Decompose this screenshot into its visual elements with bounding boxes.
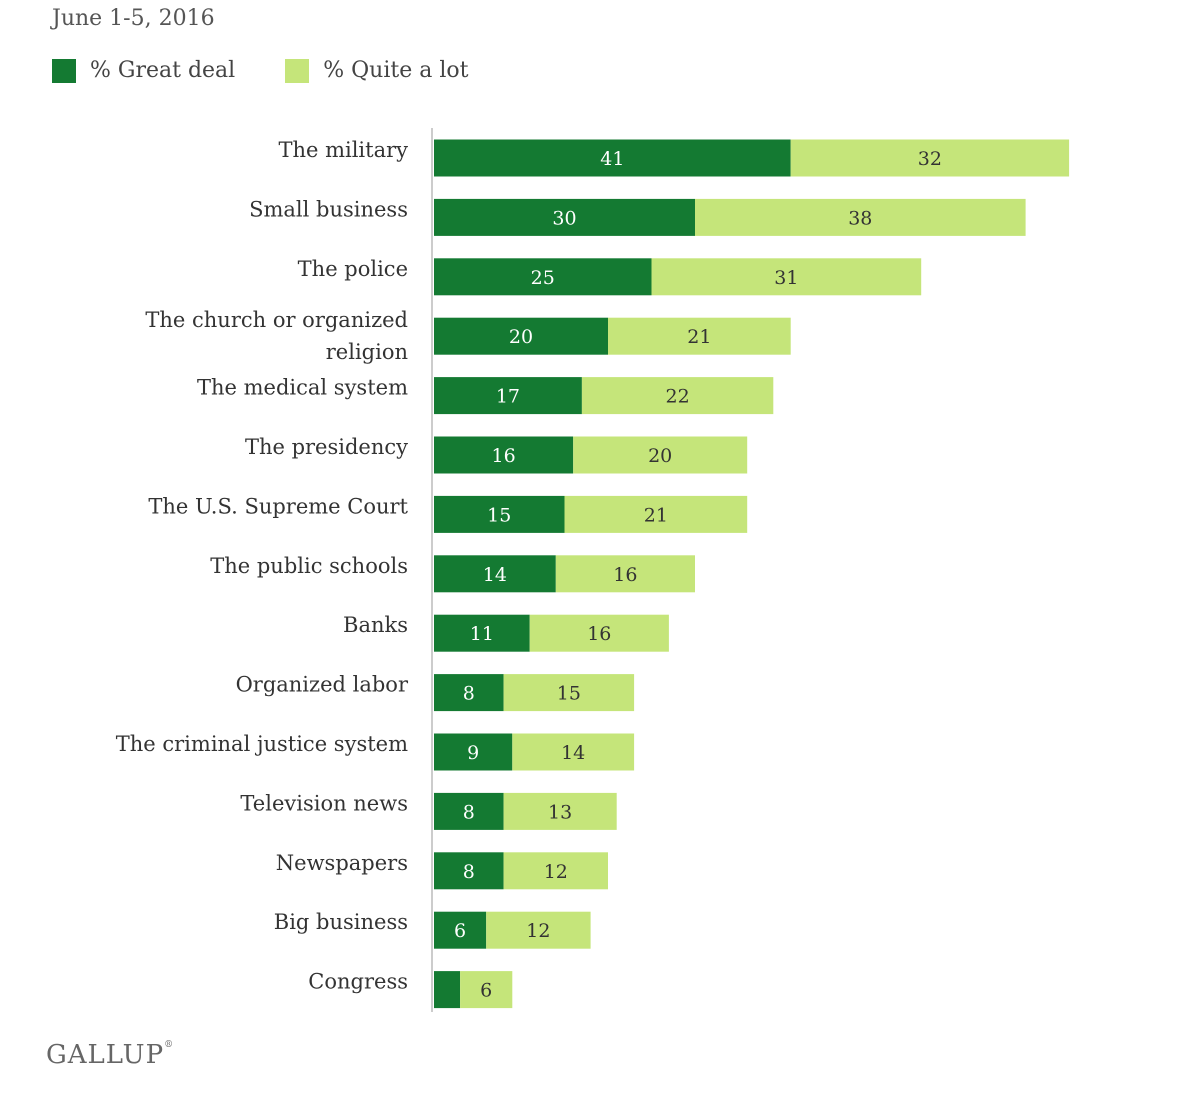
category-label: Banks (343, 613, 408, 637)
bar-great-deal (434, 614, 530, 652)
bar-quite-a-lot (503, 674, 635, 712)
category-label: Small business (249, 197, 408, 221)
value-label-quite-a-lot: 16 (613, 564, 637, 586)
category-label: Big business (274, 910, 408, 934)
value-label-quite-a-lot: 13 (548, 801, 572, 823)
category-label: The military (278, 138, 408, 162)
value-label-quite-a-lot: 14 (561, 742, 585, 764)
category-label: Television news (240, 791, 408, 815)
bar-great-deal (434, 258, 652, 296)
legend-label-great-deal: % Great deal (90, 58, 236, 83)
bar-quite-a-lot (790, 139, 1070, 177)
bar-quite-a-lot (460, 971, 513, 1009)
bar-quite-a-lot (529, 614, 669, 652)
category-label: The criminal justice system (116, 732, 408, 756)
category-label: The police (298, 257, 408, 281)
category-label: Congress (308, 970, 408, 994)
legend: % Great deal % Quite a lot (52, 58, 518, 83)
category-label: The public schools (210, 554, 408, 578)
bar-great-deal (434, 317, 608, 355)
category-label: Organized labor (236, 673, 409, 697)
value-label-quite-a-lot: 22 (666, 386, 690, 408)
value-label-great-deal: 17 (496, 386, 520, 408)
value-label-great-deal: 8 (463, 861, 475, 883)
value-label-quite-a-lot: 15 (557, 683, 581, 705)
category-label: The U.S. Supreme Court (148, 494, 408, 518)
bar-great-deal (434, 436, 574, 474)
legend-swatch-great-deal (52, 58, 76, 83)
value-label-great-deal: 15 (487, 504, 511, 526)
value-label-great-deal: 8 (463, 801, 475, 823)
value-label-great-deal: 16 (492, 445, 516, 467)
bar-great-deal (434, 911, 487, 949)
legend-item-quite-a-lot: % Quite a lot (285, 58, 468, 83)
bar-great-deal (434, 733, 513, 771)
value-label-quite-a-lot: 32 (918, 148, 942, 170)
bar-great-deal (434, 852, 504, 890)
confidence-bar-chart: The military 41 32 Small business 30 38 The po… (116, 128, 1070, 1012)
bar-great-deal (434, 198, 695, 236)
value-label-quite-a-lot: 21 (644, 504, 668, 526)
value-label-quite-a-lot: 38 (848, 207, 872, 229)
bar-quite-a-lot (512, 733, 635, 771)
bar-great-deal (434, 495, 565, 533)
value-label-quite-a-lot: 20 (648, 445, 672, 467)
legend-label-quite-a-lot: % Quite a lot (323, 58, 469, 83)
value-label-great-deal: 25 (531, 267, 555, 289)
bar-quite-a-lot (503, 852, 608, 890)
category-label: The presidency (245, 435, 408, 459)
bar-great-deal (434, 792, 504, 830)
brand-name: GALLUP (46, 1040, 165, 1070)
bar-quite-a-lot (503, 792, 617, 830)
bar-quite-a-lot (573, 436, 748, 474)
value-label-quite-a-lot: 12 (526, 920, 550, 942)
value-label-quite-a-lot: 21 (687, 326, 711, 348)
bar-quite-a-lot (608, 317, 791, 355)
category-label: The medical system (197, 376, 408, 400)
category-label: religion (326, 340, 408, 364)
value-label-great-deal: 30 (552, 207, 576, 229)
value-label-quite-a-lot: 6 (480, 980, 492, 1002)
legend-item-great-deal: % Great deal (52, 58, 235, 83)
value-label-great-deal: 8 (463, 683, 475, 705)
bar-great-deal (434, 971, 461, 1009)
value-label-great-deal: 9 (467, 742, 479, 764)
gallup-logo: GALLUP® (46, 1040, 175, 1070)
bar-quite-a-lot (695, 198, 1026, 236)
bar-quite-a-lot (555, 555, 695, 593)
bar-great-deal (434, 377, 582, 415)
value-label-great-deal: 11 (470, 623, 494, 645)
value-label-great-deal: 14 (483, 564, 507, 586)
value-label-quite-a-lot: 16 (587, 623, 611, 645)
category-label: The church or organized (145, 308, 408, 332)
value-label-great-deal: 20 (509, 326, 533, 348)
legend-swatch-quite-a-lot (285, 58, 310, 83)
value-label-quite-a-lot: 12 (544, 861, 568, 883)
value-label-great-deal: 6 (454, 920, 466, 942)
bar-quite-a-lot (486, 911, 591, 949)
bar-quite-a-lot (581, 377, 774, 415)
bar-great-deal (434, 139, 791, 177)
bar-quite-a-lot (564, 495, 748, 533)
bar-quite-a-lot (651, 258, 922, 296)
value-label-quite-a-lot: 31 (774, 267, 798, 289)
value-label-great-deal: 41 (600, 148, 624, 170)
category-label: Newspapers (276, 851, 408, 875)
bar-great-deal (434, 674, 504, 712)
chart-date: June 1-5, 2016 (52, 6, 215, 31)
bar-great-deal (434, 555, 556, 593)
